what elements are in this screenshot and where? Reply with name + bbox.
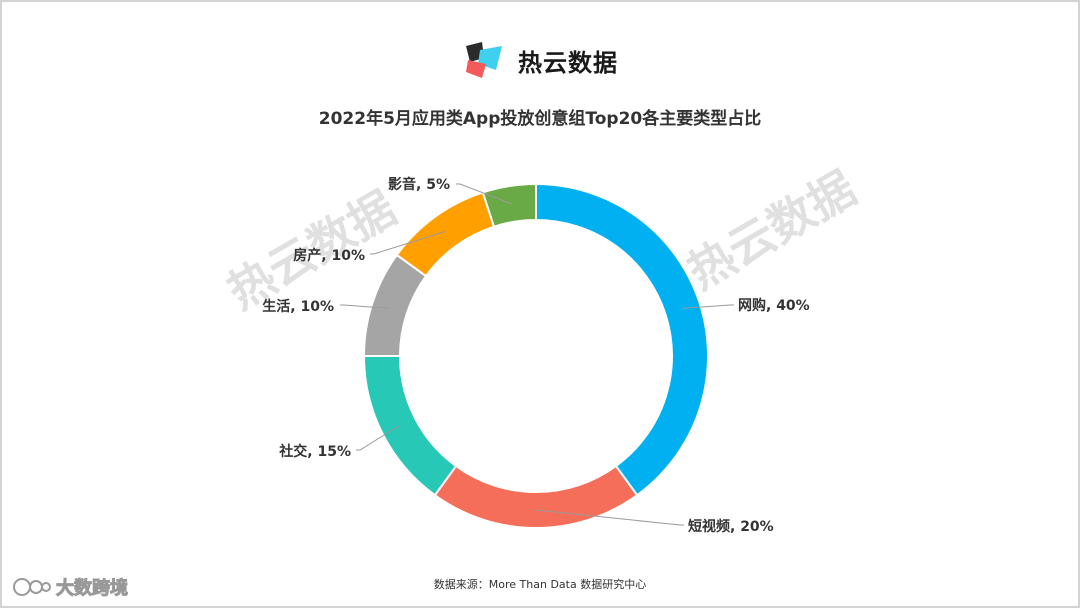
reyun-logo-icon [466,42,502,78]
slice-label-3: 生活, 10% [262,298,334,315]
chart-title: 2022年5月应用类App投放创意组Top20各主要类型占比 [318,109,762,129]
watermark-text: 热云数据 [679,161,865,300]
leader-line-5 [456,183,513,205]
donut-slice-4 [395,191,496,278]
data-source-note: 数据来源：More Than Data 数据研究中心 [433,578,647,591]
label-leader-lines [340,183,734,526]
donut-slice-2 [362,355,458,497]
slice-label-1: 短视频, 20% [688,518,774,535]
slice-label-0: 网购, 40% [738,297,810,314]
brand-header: 热云数据 [0,40,1080,80]
slice-label-2: 社交, 15% [278,443,351,460]
donut-slice-0 [535,182,709,497]
donut-slice-1 [433,464,639,529]
slice-labels: 网购, 40% 短视频, 20% 社交, 15% 生活, 10% 房产, 10% 影音, … [262,176,809,535]
leader-line-1 [535,509,684,526]
leader-line-3 [340,304,390,309]
brand-name: 热云数据 [518,48,618,77]
dashujuajing-logo-icon [13,578,51,596]
donut-slice-5 [481,182,537,228]
slice-label-5: 影音, 5% [388,176,450,193]
corner-watermark: 大数跨境 [12,574,129,600]
leader-line-0 [682,304,734,309]
donut-slices [362,182,709,529]
leader-line-4 [370,230,446,255]
slice-label-4: 房产, 10% [293,247,365,264]
leader-line-2 [356,425,400,451]
corner-watermark-text: 大数跨境 [56,578,129,600]
